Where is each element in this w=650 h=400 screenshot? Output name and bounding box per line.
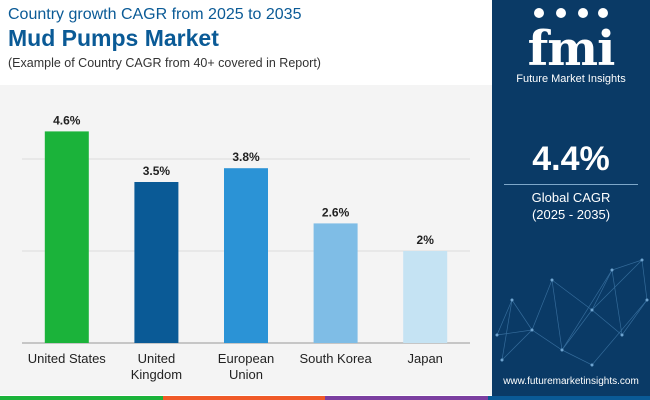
category-label: Kingdom xyxy=(131,367,182,382)
global-cagr-value: 4.4% xyxy=(532,140,610,178)
logo-icons xyxy=(534,8,608,18)
brand-logo: fmi Future Market Insights xyxy=(492,6,650,85)
bar-value-label: 2.6% xyxy=(322,205,350,219)
category-label: European xyxy=(218,351,274,366)
logo-mark: fmi xyxy=(527,21,616,77)
chart-subtitle: Country growth CAGR from 2025 to 2035 xyxy=(8,6,302,23)
website-url: www.futuremarketinsights.com xyxy=(503,376,639,387)
bottom-bar-segment xyxy=(325,396,488,400)
divider xyxy=(504,184,638,185)
network-graphic xyxy=(495,258,649,367)
bar-value-label: 2% xyxy=(417,233,435,247)
category-label: Japan xyxy=(407,351,442,366)
chart-area: 4.6% United States 3.5% United Kingdom 3.8% Eu… xyxy=(0,85,492,395)
logo-dot-icon xyxy=(578,8,588,18)
logo-text: Future Market Insights xyxy=(516,73,626,85)
bar-value-label: 4.6% xyxy=(53,113,81,127)
bar xyxy=(134,182,179,343)
global-cagr-period: (2025 - 2035) xyxy=(531,207,611,222)
logo-dot-icon xyxy=(534,8,544,18)
bottom-bar-segment xyxy=(0,396,163,400)
bar xyxy=(224,168,268,343)
category-label: United xyxy=(138,351,176,366)
bar xyxy=(403,251,448,343)
bar xyxy=(44,131,89,343)
category-label: Union xyxy=(229,367,263,382)
info-panel: fmi Future Market Insights 4.4% Global C… xyxy=(492,0,650,400)
chart-title: Mud Pumps Market xyxy=(8,25,219,51)
header: Country growth CAGR from 2025 to 2035 Mu… xyxy=(8,6,321,70)
category-label: South Korea xyxy=(299,351,372,366)
logo-dot-icon xyxy=(598,8,608,18)
bottom-bar-segment xyxy=(487,396,650,400)
bar-value-label: 3.5% xyxy=(143,164,171,178)
bar xyxy=(313,223,358,343)
bottom-color-bar xyxy=(0,396,650,400)
category-label: United States xyxy=(28,351,107,366)
chart-note: (Example of Country CAGR from 40+ covere… xyxy=(8,56,321,70)
global-cagr-label: Global CAGR xyxy=(531,190,611,205)
bar-value-label: 3.8% xyxy=(232,150,260,164)
logo-dot-icon xyxy=(556,8,566,18)
bottom-bar-segment xyxy=(162,396,325,400)
